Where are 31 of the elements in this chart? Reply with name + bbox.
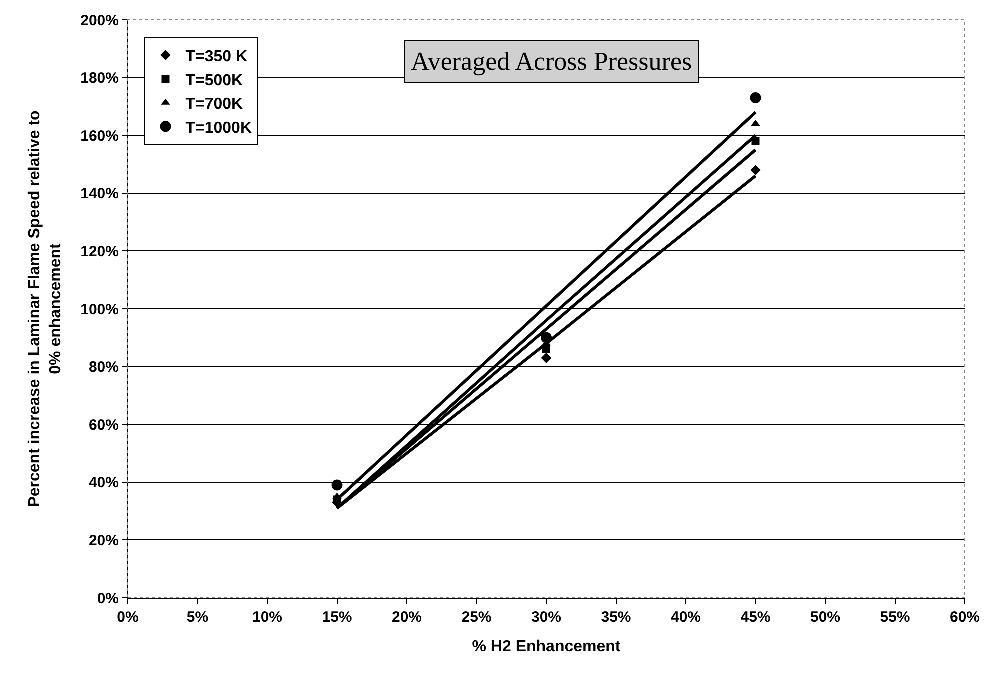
x-axis-title: % H2 Enhancement [472, 638, 622, 656]
legend-label: T=500K [186, 72, 244, 90]
y-tick-label: 120% [80, 243, 119, 260]
y-tick-label: 160% [80, 128, 119, 145]
x-tick-label: 50% [810, 609, 841, 626]
x-tick-label: 35% [601, 609, 632, 626]
y-tick-label: 200% [80, 12, 119, 30]
y-tick-label: 40% [88, 474, 119, 492]
legend-label: T=1000K [186, 120, 252, 137]
x-tick-label: 60% [950, 609, 980, 626]
y-tick-label: 60% [88, 416, 119, 434]
x-tick-label: 55% [880, 609, 910, 626]
annotation: Averaged Across Pressures [411, 47, 692, 76]
y-tick-label: 80% [88, 359, 119, 376]
x-tick-label: 15% [322, 609, 352, 626]
x-tick-label: 25% [462, 609, 492, 626]
x-tick-label: 5% [186, 609, 209, 626]
y-tick-label: 180% [80, 70, 119, 88]
legend-label: T=350 K [186, 48, 248, 66]
x-tick-label: 10% [252, 609, 283, 626]
y-axis-title: Percent increase in Laminar Flame Speed relative to 0% enhancement [26, 110, 65, 508]
y-tick-label: 0% [97, 590, 119, 608]
x-tick-label: 0% [117, 609, 139, 626]
x-tick-label: 40% [670, 609, 702, 626]
y-tick-label: 100% [80, 301, 119, 318]
x-tick-label: 30% [531, 609, 562, 626]
x-tick-label: 20% [392, 609, 422, 626]
y-tick-label: 20% [88, 532, 119, 550]
y-tick-label: 140% [80, 186, 119, 203]
x-tick-label: 45% [740, 609, 771, 626]
legend-label: T=700K [186, 96, 244, 114]
